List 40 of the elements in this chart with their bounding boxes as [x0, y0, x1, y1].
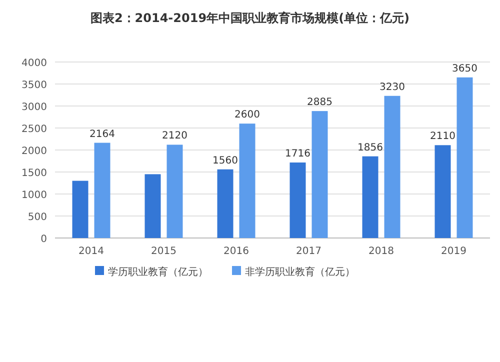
- data-label: 1716: [285, 148, 310, 160]
- bar: [217, 169, 234, 238]
- legend-label: 非学历职业教育（亿元）: [245, 266, 355, 278]
- y-tick-label: 1500: [22, 168, 47, 179]
- x-tick-label: 2016: [224, 246, 249, 257]
- bar: [384, 96, 400, 238]
- y-tick-label: 2000: [22, 146, 47, 157]
- bar: [72, 180, 88, 238]
- y-tick-label: 1000: [22, 190, 47, 201]
- data-label: 2885: [307, 97, 332, 108]
- data-label: 2600: [234, 110, 260, 121]
- y-tick-label: 500: [28, 212, 47, 223]
- legend-label: 学历职业教育（亿元）: [108, 266, 208, 278]
- y-tick-label: 2500: [22, 124, 47, 135]
- bar: [94, 142, 110, 238]
- x-tick-label: 2018: [368, 246, 394, 257]
- data-label: 2120: [162, 130, 188, 142]
- data-label: 2110: [430, 131, 456, 142]
- data-label: 1856: [358, 142, 383, 154]
- bar: [290, 162, 306, 238]
- data-label: 3230: [380, 82, 405, 93]
- data-label: 1560: [212, 155, 238, 166]
- bar: [239, 124, 256, 238]
- x-tick-label: 2014: [78, 246, 104, 257]
- x-tick-label: 2015: [151, 246, 176, 257]
- bar: [362, 156, 378, 238]
- bar: [312, 111, 328, 238]
- bar: [166, 144, 183, 238]
- bar: [456, 77, 473, 238]
- bar: [434, 145, 451, 238]
- y-tick-label: 3500: [22, 80, 47, 91]
- data-label: 3650: [452, 63, 478, 74]
- chart-title: 图表2：2014-2019年中国职业教育市场规模(单位：亿元): [90, 11, 410, 25]
- data-label: 2164: [90, 128, 115, 140]
- y-tick-label: 3000: [22, 102, 47, 113]
- x-tick-label: 2017: [296, 246, 322, 257]
- bar: [144, 174, 161, 238]
- x-tick-label: 2019: [441, 246, 466, 257]
- y-tick-label: 0: [40, 234, 47, 245]
- y-tick-label: 4000: [22, 58, 47, 69]
